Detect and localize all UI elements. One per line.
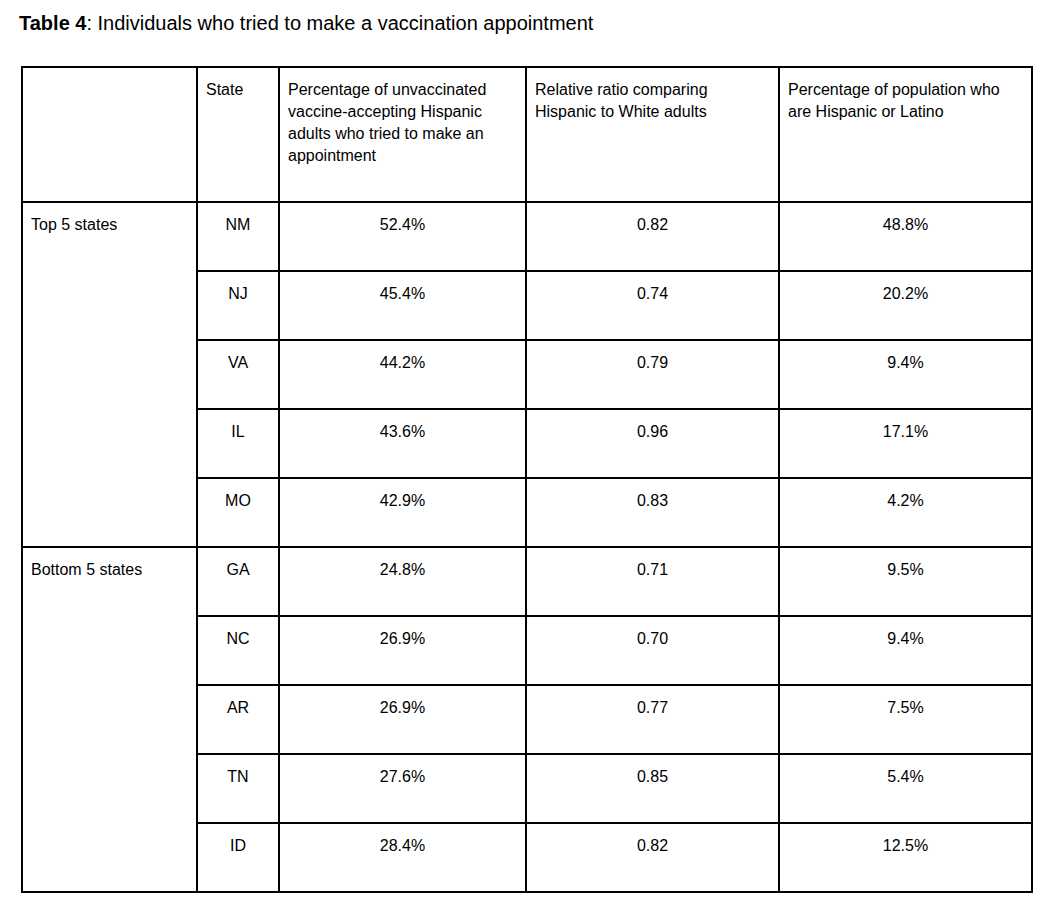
header-cell-rel-ratio: Relative ratio comparing Hispanic to Whi… — [526, 67, 779, 202]
state-cell: TN — [197, 754, 279, 823]
pct-pop-cell: 12.5% — [779, 823, 1032, 892]
pct-pop-cell: 7.5% — [779, 685, 1032, 754]
group-label-bottom-5-states: Bottom 5 states — [22, 547, 197, 892]
group-label-top-5-states: Top 5 states — [22, 202, 197, 547]
rel-ratio-cell: 0.79 — [526, 340, 779, 409]
state-cell: MO — [197, 478, 279, 547]
pct-tried-cell: 42.9% — [279, 478, 526, 547]
pct-tried-cell: 45.4% — [279, 271, 526, 340]
pct-pop-cell: 9.5% — [779, 547, 1032, 616]
state-cell: NJ — [197, 271, 279, 340]
table-row-nm: Top 5 states NM 52.4% 0.82 48.8% — [22, 202, 1032, 271]
table-caption: Table 4: Individuals who tried to make a… — [19, 11, 593, 35]
rel-ratio-cell: 0.83 — [526, 478, 779, 547]
state-cell: NC — [197, 616, 279, 685]
rel-ratio-cell: 0.82 — [526, 202, 779, 271]
header-cell-pct-pop: Percentage of population who are Hispani… — [779, 67, 1032, 202]
table-caption-text: : Individuals who tried to make a vaccin… — [86, 12, 593, 34]
pct-pop-cell: 5.4% — [779, 754, 1032, 823]
pct-pop-cell: 48.8% — [779, 202, 1032, 271]
pct-pop-cell: 9.4% — [779, 616, 1032, 685]
pct-pop-cell: 9.4% — [779, 340, 1032, 409]
state-cell: IL — [197, 409, 279, 478]
vaccination-appointment-table: State Percentage of unvaccinated vaccine… — [21, 66, 1033, 893]
pct-tried-cell: 26.9% — [279, 616, 526, 685]
state-cell: VA — [197, 340, 279, 409]
rel-ratio-cell: 0.82 — [526, 823, 779, 892]
pct-pop-cell: 17.1% — [779, 409, 1032, 478]
state-cell: GA — [197, 547, 279, 616]
pct-pop-cell: 4.2% — [779, 478, 1032, 547]
rel-ratio-cell: 0.70 — [526, 616, 779, 685]
header-row: State Percentage of unvaccinated vaccine… — [22, 67, 1032, 202]
pct-tried-cell: 28.4% — [279, 823, 526, 892]
header-cell-pct-tried: Percentage of unvaccinated vaccine-accep… — [279, 67, 526, 202]
state-cell: NM — [197, 202, 279, 271]
header-cell-empty — [22, 67, 197, 202]
table-row-ga: Bottom 5 states GA 24.8% 0.71 9.5% — [22, 547, 1032, 616]
pct-tried-cell: 24.8% — [279, 547, 526, 616]
pct-tried-cell: 44.2% — [279, 340, 526, 409]
rel-ratio-cell: 0.96 — [526, 409, 779, 478]
state-cell: ID — [197, 823, 279, 892]
state-cell: AR — [197, 685, 279, 754]
header-cell-state: State — [197, 67, 279, 202]
rel-ratio-cell: 0.74 — [526, 271, 779, 340]
rel-ratio-cell: 0.71 — [526, 547, 779, 616]
table-caption-label: Table 4 — [19, 12, 86, 34]
pct-tried-cell: 27.6% — [279, 754, 526, 823]
pct-tried-cell: 26.9% — [279, 685, 526, 754]
rel-ratio-cell: 0.77 — [526, 685, 779, 754]
pct-pop-cell: 20.2% — [779, 271, 1032, 340]
pct-tried-cell: 43.6% — [279, 409, 526, 478]
rel-ratio-cell: 0.85 — [526, 754, 779, 823]
pct-tried-cell: 52.4% — [279, 202, 526, 271]
